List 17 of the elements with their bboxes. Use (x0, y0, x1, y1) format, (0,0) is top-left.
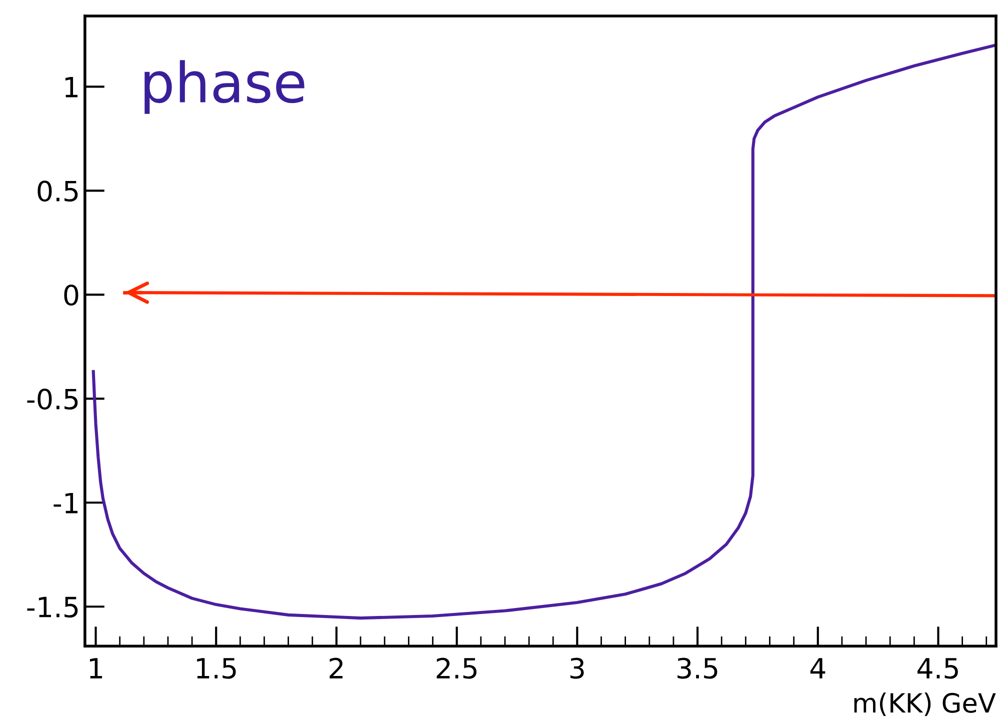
x-tick-label: 3.5 (678, 658, 718, 679)
annotation: phase (144, 60, 304, 114)
y-tick-label: 1 (65, 76, 78, 98)
y-tick-label: -0.5 (27, 388, 78, 410)
x-tick-label: 2 (330, 658, 343, 678)
x-axis-title: m(KK) GeV (854, 692, 996, 716)
x-tick-label: 4 (810, 658, 826, 678)
x-tick-label: 4.5 (918, 658, 958, 679)
y-tick-label: 0.5 (38, 180, 78, 202)
line-series (92, 44, 996, 620)
x-tick-label: 2.5 (436, 658, 476, 679)
y-tick-label: 0 (64, 284, 78, 306)
y-tick-label: -1 (54, 492, 78, 514)
x-tick-label: 3 (570, 658, 584, 679)
x-tick-label: 1 (90, 658, 102, 678)
x-tick-label: 1.5 (197, 658, 236, 679)
y-tick-label: -1.5 (27, 596, 78, 618)
